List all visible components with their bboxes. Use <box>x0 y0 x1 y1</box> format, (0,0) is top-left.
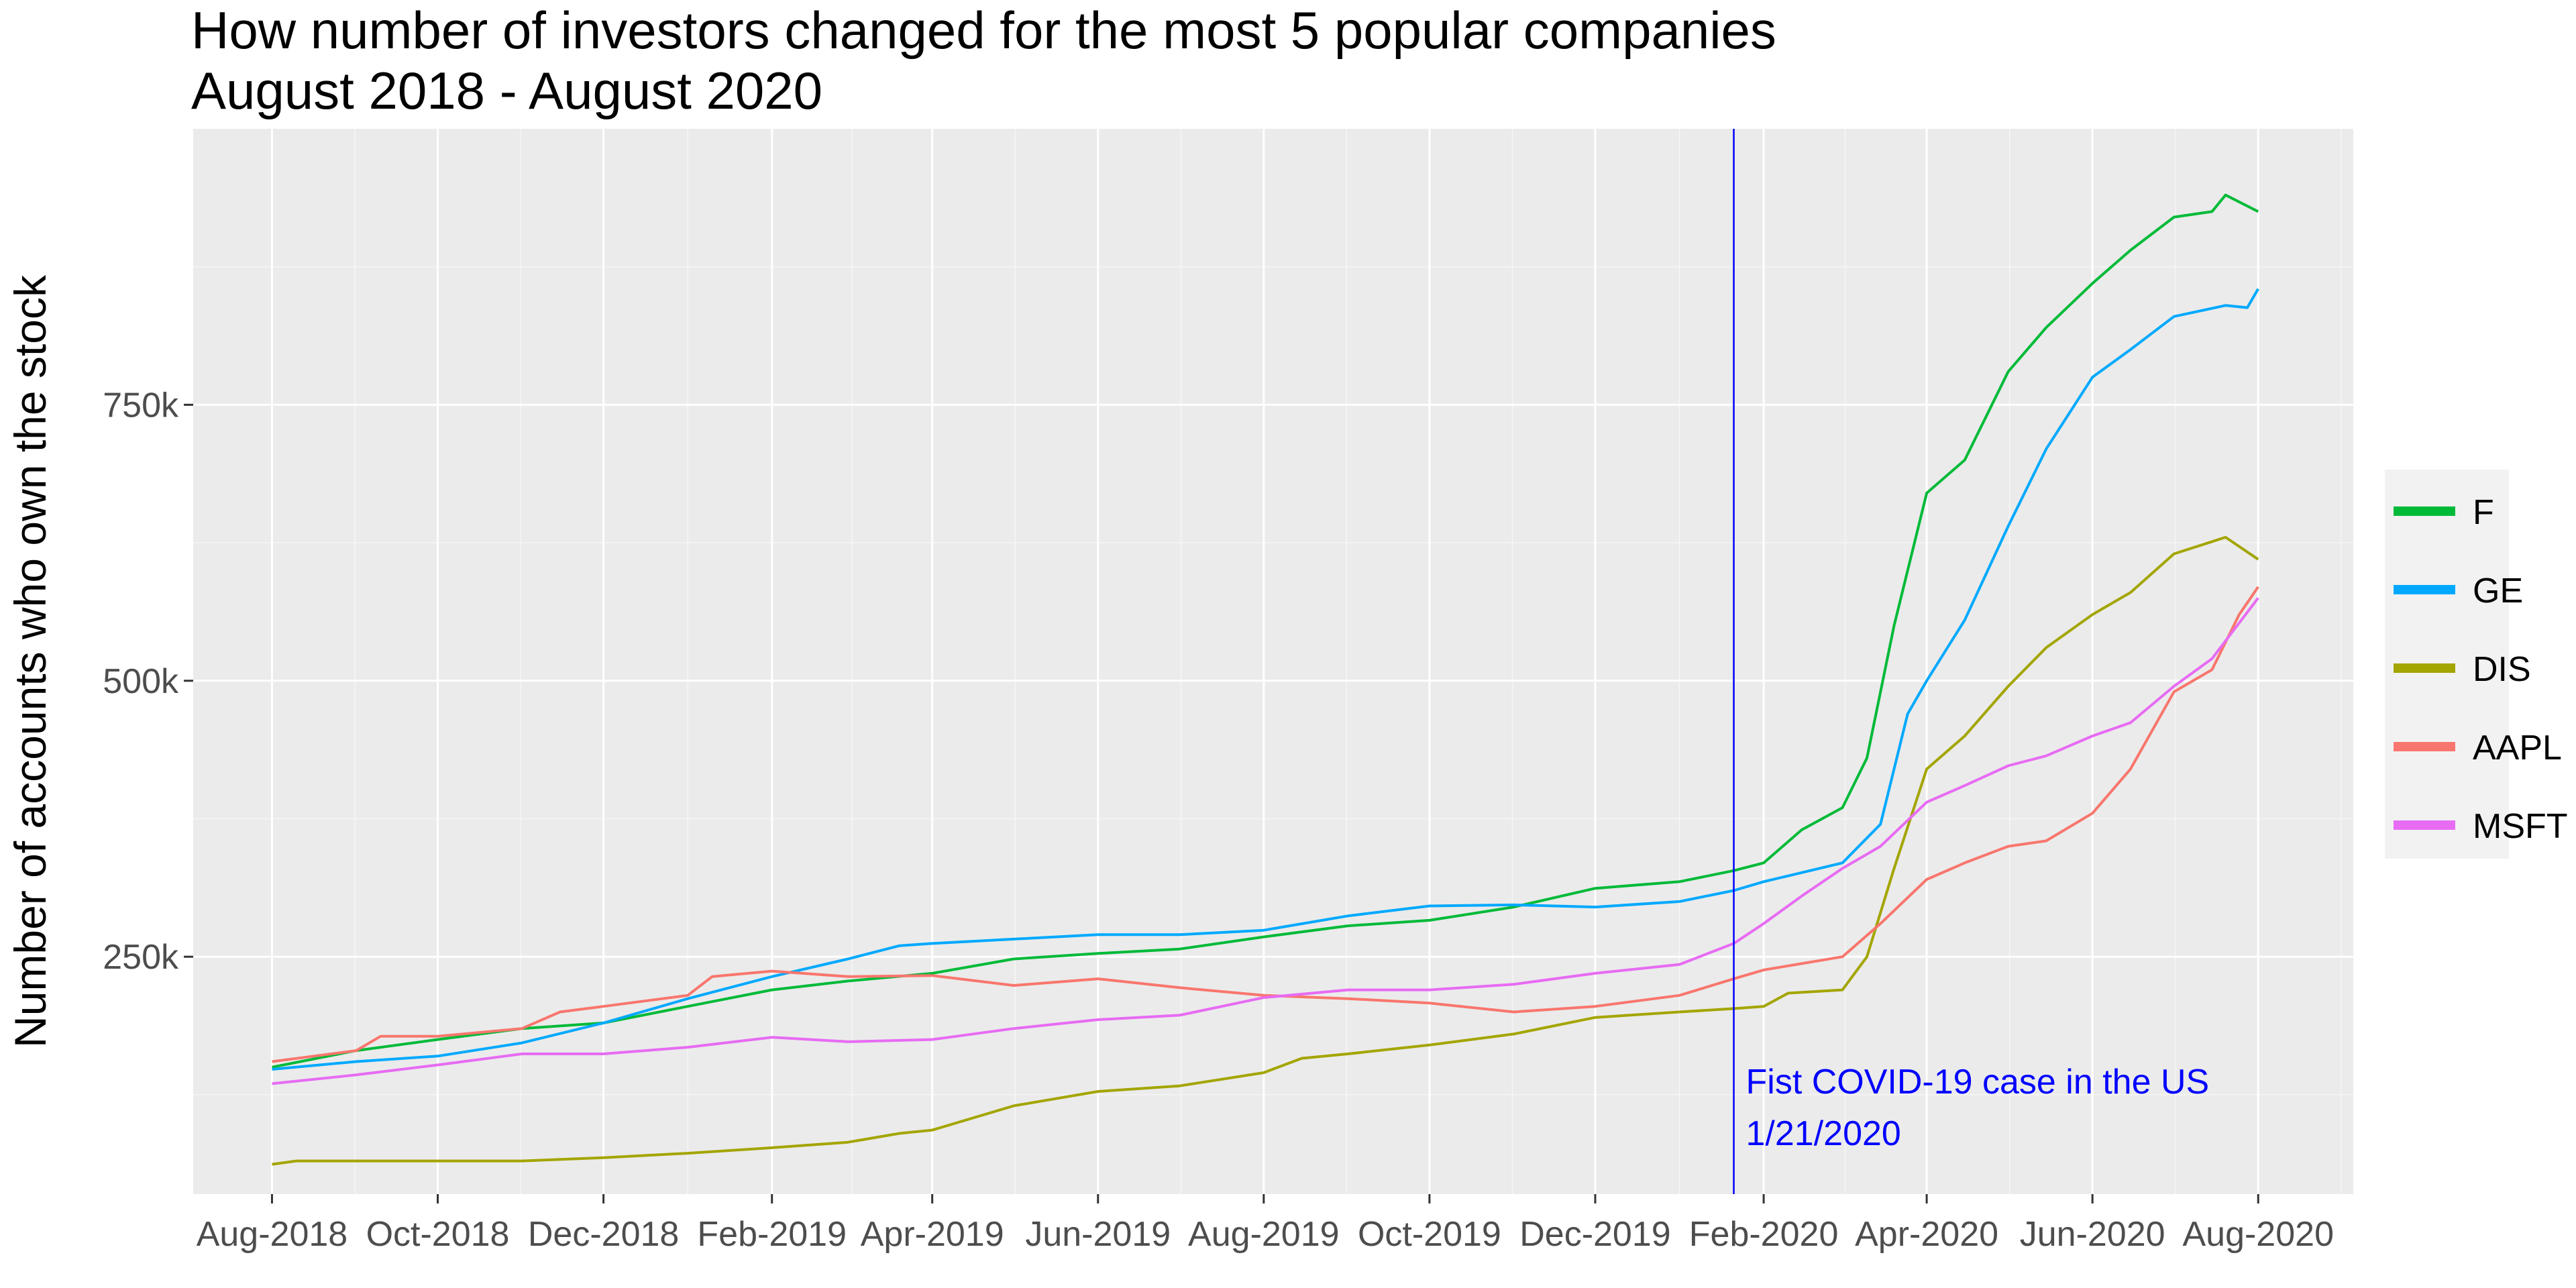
chart-subtitle: August 2018 - August 2020 <box>191 61 823 120</box>
x-tick-label: Aug-2019 <box>1188 1215 1340 1254</box>
y-axis: 250k 500k 750k <box>103 386 193 977</box>
x-tick-label: Feb-2020 <box>1689 1215 1839 1254</box>
y-tick-label: 750k <box>103 386 179 425</box>
series-lines <box>272 193 2259 1166</box>
x-tick-label: Aug-2020 <box>2182 1215 2334 1254</box>
x-tick-label: Dec-2018 <box>528 1215 679 1254</box>
x-tick-label: Jun-2019 <box>1025 1215 1171 1254</box>
series-line-ge <box>272 288 2259 1071</box>
x-axis: Aug-2018 Oct-2018 Dec-2018 Feb-2019 Apr-2019… <box>197 1194 2334 1254</box>
x-tick-label: Aug-2018 <box>197 1215 348 1254</box>
legend: F GE DIS AAPL MSFT <box>2385 470 2568 859</box>
x-tick-label: Apr-2020 <box>1855 1215 1998 1254</box>
x-tick-label: Oct-2019 <box>1358 1215 1501 1254</box>
minor-gridlines <box>193 129 2353 1194</box>
x-tick-label: Jun-2020 <box>2020 1215 2165 1254</box>
chart-title-block: How number of investors changed for the … <box>191 0 1776 121</box>
covid-annotation-line-1: Fist COVID-19 case in the US <box>1746 1063 2210 1102</box>
y-axis-title: Number of accounts who own the stock <box>5 274 55 1048</box>
x-tick-label: Apr-2019 <box>861 1215 1004 1254</box>
x-tick-label: Dec-2019 <box>1519 1215 1670 1254</box>
plot-panel <box>193 129 2353 1194</box>
series-line-dis <box>272 535 2259 1166</box>
series-line-aapl <box>272 586 2259 1063</box>
chart-title: How number of investors changed for the … <box>191 1 1776 60</box>
y-tick-label: 500k <box>103 662 179 701</box>
series-line-f <box>272 193 2259 1069</box>
legend-label-msft: MSFT <box>2473 807 2568 846</box>
series-line-msft <box>272 597 2259 1085</box>
x-tick-label: Oct-2018 <box>366 1215 510 1254</box>
legend-label-dis: DIS <box>2473 650 2531 689</box>
x-tick-label: Feb-2019 <box>697 1215 847 1254</box>
y-tick-label: 250k <box>103 938 179 977</box>
legend-label-f: F <box>2473 493 2494 532</box>
legend-label-ge: GE <box>2473 572 2523 610</box>
legend-label-aapl: AAPL <box>2473 729 2562 767</box>
covid-annotation-line-2: 1/21/2020 <box>1746 1114 1901 1153</box>
